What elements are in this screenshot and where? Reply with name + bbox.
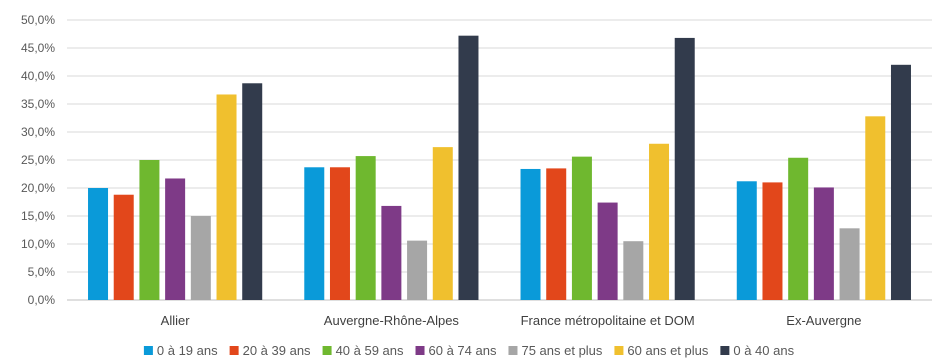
legend-label: 75 ans et plus (521, 343, 602, 358)
bar (571, 156, 592, 300)
bar (113, 194, 134, 300)
legend-swatch (720, 346, 730, 355)
bar (865, 116, 886, 300)
y-tick-label: 0,0% (28, 293, 56, 307)
bar (304, 167, 325, 300)
y-tick-label: 40,0% (21, 69, 55, 83)
y-tick-label: 15,0% (21, 209, 55, 223)
bar (788, 157, 809, 300)
bar (329, 167, 350, 300)
bar (520, 168, 541, 300)
bar (813, 187, 834, 300)
bar (432, 147, 453, 300)
bar (139, 160, 160, 300)
bar (242, 83, 263, 300)
bar (381, 205, 402, 300)
x-category-label: Auvergne-Rhône-Alpes (324, 313, 460, 328)
bar (458, 35, 479, 301)
bar (355, 156, 376, 300)
bar (623, 241, 644, 300)
legend-label: 60 à 74 ans (429, 343, 497, 358)
x-axis: Allier Auvergne-Rhône-Alpes France métropo… (161, 313, 862, 328)
bar (890, 64, 911, 300)
y-tick-label: 30,0% (21, 125, 55, 139)
y-tick-label: 45,0% (21, 41, 55, 55)
y-tick-label: 25,0% (21, 153, 55, 167)
y-tick-label: 5,0% (28, 265, 56, 279)
legend: 0 à 19 ans 20 à 39 ans 40 à 59 ans 60 à 74 … (143, 343, 795, 358)
legend-label: 40 à 59 ans (336, 343, 404, 358)
bar (190, 216, 211, 300)
gridlines (67, 19, 932, 301)
legend-swatch (614, 346, 624, 355)
y-axis: 0,0% 5,0% 10,0% 15,0% 20,0% 25,0% 30,0% 35,0% 40… (21, 13, 55, 307)
legend-swatch (415, 346, 425, 355)
bar (88, 188, 109, 300)
legend-label: 60 ans et plus (627, 343, 708, 358)
bar (597, 202, 618, 300)
legend-label: 0 à 19 ans (157, 343, 218, 358)
bars (88, 35, 911, 301)
x-category-label: France métropolitaine et DOM (521, 313, 695, 328)
legend-swatch (508, 346, 518, 355)
x-category-label: Ex-Auvergne (786, 313, 861, 328)
bar (165, 178, 186, 300)
x-category-label: Allier (161, 313, 191, 328)
bar (216, 94, 237, 300)
y-tick-label: 20,0% (21, 181, 55, 195)
bar (407, 240, 428, 300)
legend-label: 0 à 40 ans (733, 343, 794, 358)
legend-swatch (143, 346, 153, 355)
bar (736, 181, 757, 300)
bar (762, 182, 783, 300)
y-tick-label: 50,0% (21, 13, 55, 27)
bar (649, 143, 670, 300)
bar (674, 37, 695, 301)
legend-label: 20 à 39 ans (243, 343, 311, 358)
legend-swatch (229, 346, 239, 355)
bar (546, 168, 567, 300)
legend-swatch (322, 346, 332, 355)
y-tick-label: 10,0% (21, 237, 55, 251)
bar (839, 228, 860, 300)
y-tick-label: 35,0% (21, 97, 55, 111)
